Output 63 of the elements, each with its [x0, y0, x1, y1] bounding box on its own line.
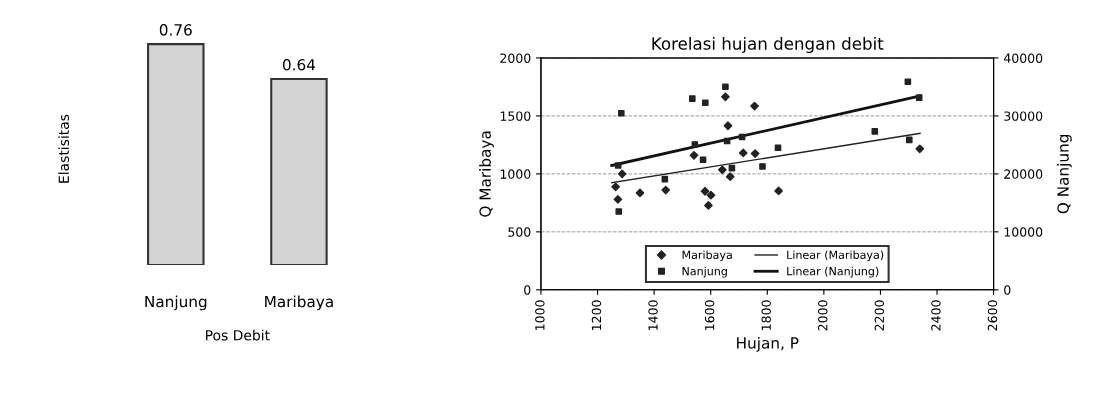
point — [906, 136, 913, 144]
y-tick-label: 0 — [524, 285, 531, 295]
x-axis-title: Pos Debit — [206, 329, 270, 341]
point — [702, 99, 709, 107]
point — [750, 101, 759, 111]
x-tick-label: 1400 — [648, 300, 658, 330]
point — [617, 169, 627, 179]
point — [691, 141, 699, 148]
x-tick-label: 1600 — [704, 300, 715, 330]
point — [699, 156, 707, 163]
point — [704, 201, 713, 210]
data-label: 0.76 — [159, 24, 192, 36]
x-tick-label: 2200 — [874, 300, 885, 331]
x-tick-label: Nanjung — [145, 295, 207, 311]
legend-label: Maribaya — [682, 250, 732, 262]
y-tick-label: 1000 — [500, 169, 531, 179]
point — [661, 185, 671, 195]
point — [750, 149, 760, 158]
y2-tick-label: 10000 — [1004, 227, 1043, 237]
point — [613, 195, 623, 204]
y-axis-title: Elastisitas — [58, 114, 70, 183]
y2-axis-title: Q Nanjung — [1056, 134, 1072, 214]
y-axis-title: Q Maribaya — [479, 131, 494, 217]
point — [774, 186, 783, 196]
x-tick-label: 1200 — [591, 300, 602, 330]
legend-label: Linear (Maribaya) — [787, 250, 884, 262]
point — [635, 188, 645, 198]
point — [759, 163, 766, 170]
point — [706, 190, 716, 200]
point — [725, 172, 735, 182]
point — [717, 165, 727, 175]
point — [738, 148, 748, 158]
point — [611, 182, 621, 192]
point — [915, 94, 923, 101]
x-tick-label: 2400 — [931, 300, 941, 331]
x-tick-label: 1800 — [761, 300, 771, 330]
chart-title: Korelasi hujan dengan debit — [652, 36, 884, 54]
point — [723, 121, 733, 131]
point — [689, 95, 696, 102]
point — [871, 128, 879, 135]
data-label: 0.64 — [282, 58, 316, 71]
x-axis-title: Hujan, P — [737, 336, 799, 352]
y-tick-label: 2000 — [500, 53, 531, 63]
point — [915, 144, 925, 154]
y2-tick-label: 40000 — [1003, 53, 1043, 63]
point — [721, 92, 730, 102]
y2-tick-label: 0 — [1004, 285, 1011, 295]
point — [614, 162, 622, 169]
legend-label: Linear (Nanjung) — [787, 266, 879, 278]
point — [615, 208, 623, 215]
legend-label: Nanjung — [682, 266, 727, 278]
point — [618, 109, 625, 117]
point — [722, 83, 729, 91]
x-tick-label: 2000 — [818, 300, 828, 331]
point — [904, 78, 912, 86]
y-tick-label: 1500 — [500, 111, 531, 121]
x-tick-label: Maribaya — [265, 295, 333, 311]
point — [689, 150, 699, 160]
point — [700, 186, 710, 196]
y-tick-label: 500 — [508, 227, 531, 237]
y2-tick-label: 20000 — [1004, 169, 1043, 179]
x-tick-label: 2600 — [987, 300, 998, 331]
y2-tick-label: 30000 — [1004, 111, 1043, 121]
